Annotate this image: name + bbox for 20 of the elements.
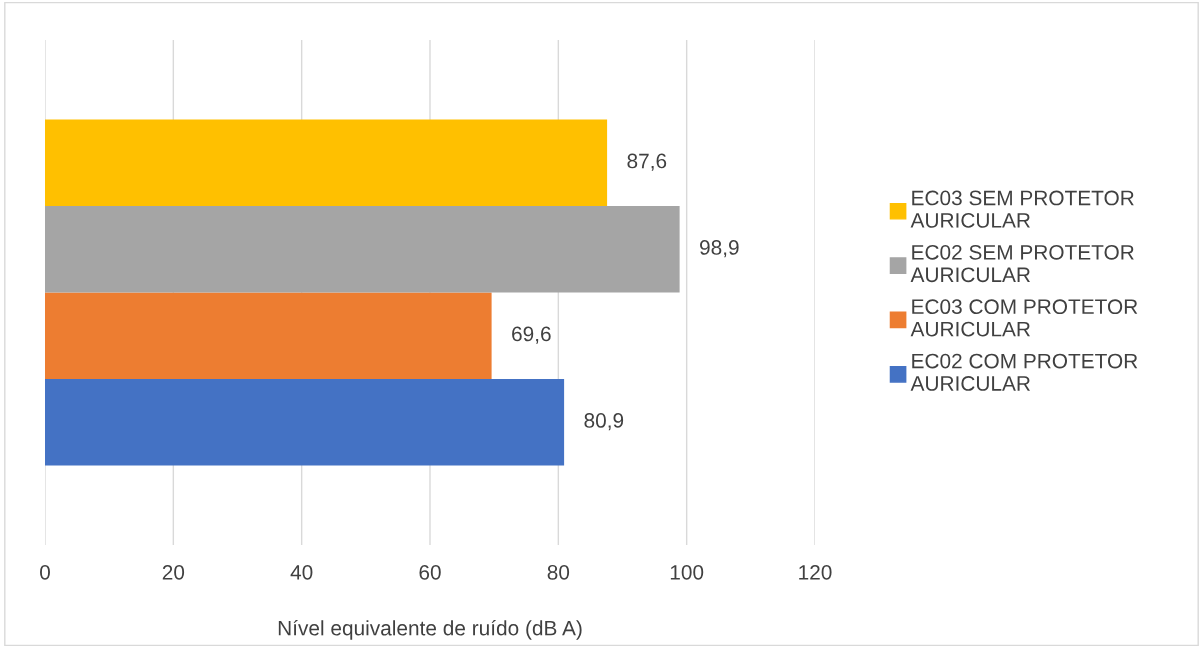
data-label: 69,6 bbox=[512, 326, 551, 344]
legend-label: EC02 COM PROTETOR AURICULAR bbox=[910, 353, 1138, 391]
bar bbox=[45, 119, 608, 207]
bar bbox=[45, 378, 565, 466]
x-tick-label: 60 bbox=[419, 564, 441, 580]
x-axis-title: Nível equivalente de ruído (dB A) bbox=[278, 619, 582, 640]
legend-label: EC03 SEM PROTETOR AURICULAR bbox=[910, 190, 1134, 228]
x-tick-label: 40 bbox=[290, 564, 313, 580]
data-label: 87,6 bbox=[627, 153, 667, 171]
legend-label: EC02 SEM PROTETOR AURICULAR bbox=[910, 244, 1134, 283]
x-tick-label: 20 bbox=[162, 564, 185, 580]
x-tick-label: 0 bbox=[40, 564, 50, 580]
bar bbox=[45, 292, 492, 379]
x-tick-label: 100 bbox=[670, 564, 704, 580]
legend-label: EC03 COM PROTETOR AURICULAR bbox=[910, 299, 1138, 337]
bar bbox=[45, 206, 680, 293]
x-tick-label: 120 bbox=[799, 564, 832, 580]
data-label: 98,9 bbox=[700, 240, 739, 258]
x-tick-label: 80 bbox=[547, 564, 570, 580]
data-label: 80,9 bbox=[584, 413, 624, 431]
